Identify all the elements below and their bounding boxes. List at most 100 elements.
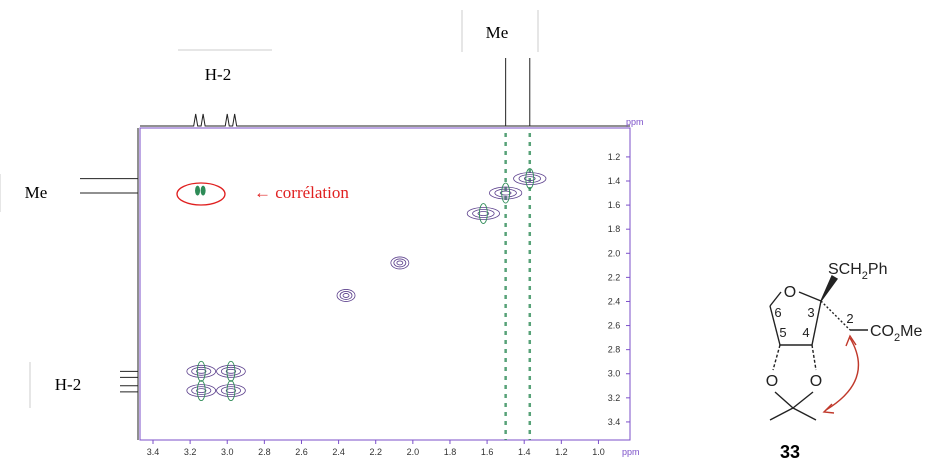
label-frames xyxy=(0,10,539,408)
contour xyxy=(518,174,541,183)
atom-o: O xyxy=(810,373,822,390)
cross-peak xyxy=(216,360,246,382)
cross-peak xyxy=(200,185,206,196)
y-tick-label: 2.4 xyxy=(608,296,621,306)
contour xyxy=(226,380,236,402)
cross-peak xyxy=(466,203,500,224)
cross-peak xyxy=(336,289,356,302)
x-tick-label: 1.4 xyxy=(518,447,531,457)
contour xyxy=(195,185,201,196)
y-tick-label: 2.2 xyxy=(608,272,621,282)
cross-peak xyxy=(513,168,547,190)
contour xyxy=(478,203,488,224)
contour xyxy=(489,186,523,200)
contour xyxy=(196,388,207,394)
contour xyxy=(196,380,206,402)
contour xyxy=(396,260,404,266)
y-tick-label: 2.6 xyxy=(608,321,621,331)
y-tick-label: 2.0 xyxy=(608,248,621,258)
atom-o: O xyxy=(766,373,778,390)
cross-peak xyxy=(489,182,523,204)
correlation-circle xyxy=(176,182,226,206)
projections xyxy=(80,58,630,440)
contour xyxy=(494,188,517,198)
contour xyxy=(220,366,241,376)
contour xyxy=(216,384,246,398)
atom-o: O xyxy=(784,284,796,301)
label-h2-left: H-2 xyxy=(55,375,81,394)
contour xyxy=(196,368,207,374)
label-me-top: Me xyxy=(486,23,509,42)
x-tick-label: 2.6 xyxy=(295,447,308,457)
correlation-label: ← corrélation xyxy=(254,183,349,202)
plot-frame xyxy=(139,127,631,441)
contour xyxy=(393,258,407,268)
x-tick-label: 2.8 xyxy=(258,447,271,457)
y-tick-label: 1.8 xyxy=(608,224,621,234)
contour xyxy=(220,386,241,396)
x-unit: ppm xyxy=(622,447,640,457)
x-tick-label: 1.0 xyxy=(592,447,605,457)
contour xyxy=(342,293,350,298)
contour xyxy=(226,360,236,382)
contour xyxy=(477,211,490,216)
x-tick-label: 3.0 xyxy=(221,447,234,457)
text: SCH xyxy=(828,261,862,278)
atom-number: 5 xyxy=(779,325,786,340)
y-unit: ppm xyxy=(626,117,644,127)
x-tick-label: 1.8 xyxy=(444,447,457,457)
atom-number: 4 xyxy=(802,325,809,340)
contour xyxy=(191,366,212,376)
contour xyxy=(523,176,536,181)
contour xyxy=(225,388,237,394)
y-tick-label: 3.0 xyxy=(608,369,621,379)
contour xyxy=(339,291,353,300)
compound-number: 33 xyxy=(780,442,800,462)
atom-number: 6 xyxy=(774,305,781,320)
x-tick-label: 1.2 xyxy=(555,447,568,457)
label-me-left: Me xyxy=(25,183,48,202)
cross-peak xyxy=(390,256,410,270)
x-tick-label: 2.2 xyxy=(369,447,382,457)
contour xyxy=(513,172,547,185)
contour xyxy=(336,289,356,302)
text: 2 xyxy=(862,270,868,282)
cross-peak xyxy=(195,185,201,196)
y-tick-label: 1.4 xyxy=(608,176,621,186)
text: Ph xyxy=(868,261,888,278)
ester: CO2Me xyxy=(870,323,922,344)
atom-number: 2 xyxy=(846,311,853,326)
substituent: SCH2Ph xyxy=(828,261,887,282)
contour xyxy=(216,364,246,378)
cross-peak xyxy=(186,380,217,402)
contour xyxy=(499,190,512,196)
contour xyxy=(472,209,495,218)
y-tick-label: 1.2 xyxy=(608,152,621,162)
cross-peak xyxy=(216,380,246,402)
label-h2-top: H-2 xyxy=(205,65,231,84)
y-tick-label: 3.4 xyxy=(608,417,621,427)
x-tick-label: 3.2 xyxy=(184,447,197,457)
text: CO xyxy=(870,323,894,340)
y-tick-label: 2.8 xyxy=(608,345,621,355)
contour xyxy=(186,364,217,378)
text: Me xyxy=(900,323,922,340)
contour xyxy=(525,168,535,190)
contour xyxy=(196,360,206,382)
y-tick-label: 1.6 xyxy=(608,200,621,210)
text: 2 xyxy=(894,332,900,344)
atom-number: 3 xyxy=(807,305,814,320)
cross-peak xyxy=(186,360,217,382)
projection-f2 xyxy=(140,113,630,127)
plot: 3.4 3.2 3.0 2.8 2.6 2.4 2.2 2.0 1.8 1.6 1.4 1.2 1.0 1… xyxy=(147,117,644,457)
x-tick-label: 2.4 xyxy=(332,447,345,457)
y-tick-label: 3.2 xyxy=(608,393,621,403)
contour xyxy=(186,384,217,398)
x-tick-label: 2.0 xyxy=(407,447,420,457)
contour xyxy=(466,207,500,220)
contour xyxy=(390,256,410,270)
contour xyxy=(200,185,206,196)
x-tick-label: 3.4 xyxy=(147,447,160,457)
contour xyxy=(191,386,212,396)
